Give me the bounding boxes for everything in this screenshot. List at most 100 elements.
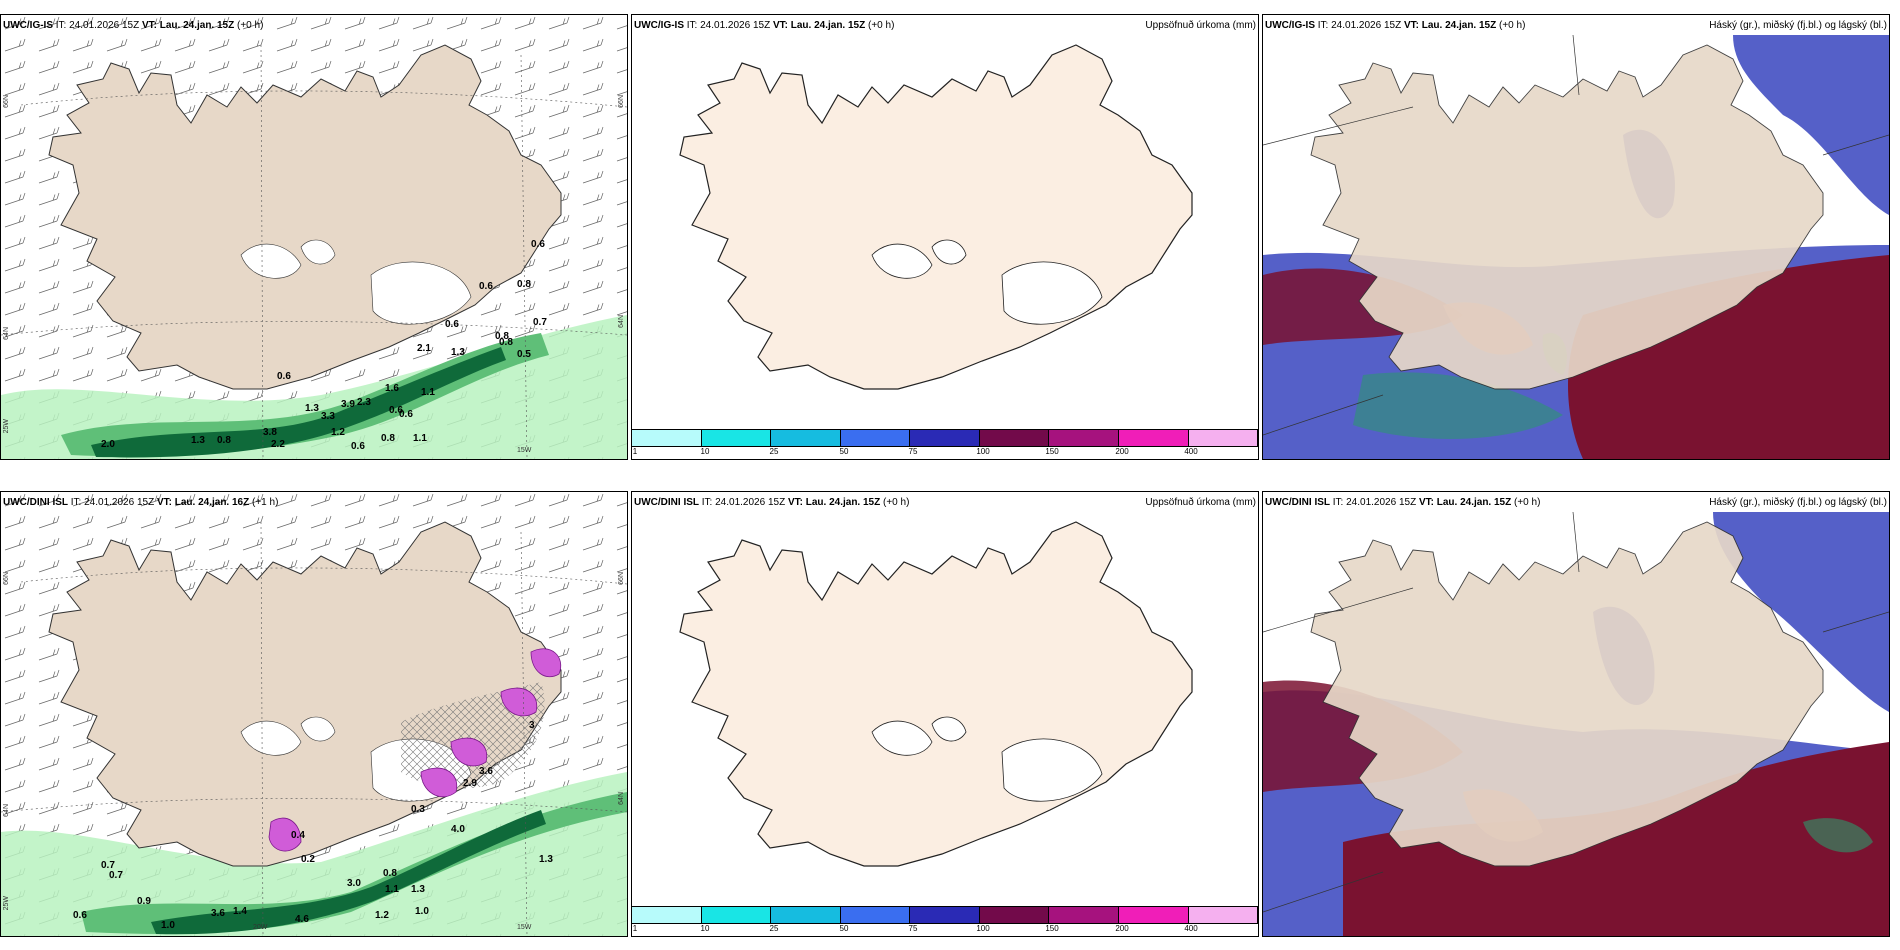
vt-label: VT: (787, 497, 803, 508)
value-label: 3.8 (263, 427, 277, 438)
panel-bottom-middle: UWC/DINI ISL IT: 24.01.2026 15Z VT: Lau.… (631, 491, 1259, 937)
value-label: 4.6 (295, 914, 309, 925)
accumulated-precip-map (679, 521, 1193, 867)
value-label: 0.4 (291, 830, 305, 841)
legend-tick: 100 (976, 924, 990, 933)
legend-tick: 150 (1045, 447, 1059, 456)
model-name: UWC/IG-IS (634, 20, 684, 31)
value-label: 3 (529, 720, 535, 731)
value-label: 1.1 (385, 884, 399, 895)
cloud-cover-map (1263, 492, 1889, 936)
value-label: 0.7 (109, 870, 123, 881)
value-label: 0.6 (445, 319, 459, 330)
it-value: 24.01.2026 15Z (69, 20, 140, 31)
map-title: Uppsöfnuð úrkoma (mm) (1145, 20, 1256, 31)
wind-precip-map: 0.7 0.7 0.9 0.6 1.0 3.6 1.4 4.6 1.2 1.0 … (1, 492, 627, 936)
panel-top-middle: UWC/IG-IS IT: 24.01.2026 15Z VT: Lau. 24… (631, 14, 1259, 460)
value-label: 3.0 (347, 878, 361, 889)
it-label: IT: (55, 20, 67, 31)
value-label: 0.8 (381, 433, 395, 444)
legend-swatch (979, 907, 1050, 923)
legend-tick: 10 (700, 924, 710, 933)
panel-top-left: UWC/IG-IS IT: 24.01.2026 15Z VT: Lau. 24… (0, 14, 628, 460)
value-label: 0.8 (499, 337, 513, 348)
value-label: 1.6 (385, 383, 399, 394)
value-label: 1.3 (411, 884, 425, 895)
lead-time: (+0 h) (1514, 497, 1541, 508)
value-label: 0.6 (277, 371, 291, 382)
value-label: 0.7 (533, 317, 547, 328)
lat-label: 64N (618, 315, 625, 328)
value-label: 1.3 (191, 435, 205, 446)
panel-bottom-left: UWC/DINI ISL IT: 24.01.2026 15Z VT: Lau.… (0, 491, 628, 937)
value-label: 2.1 (417, 343, 431, 354)
legend-swatch (1049, 907, 1119, 923)
vt-value: Lau. 24.jan. 15Z (1421, 20, 1497, 31)
legend-tick: 75 (908, 447, 918, 456)
model-name: UWC/IG-IS (3, 20, 53, 31)
precip-value-labels: 0.7 0.7 0.9 0.6 1.0 3.6 1.4 4.6 1.2 1.0 … (73, 720, 553, 931)
precip-legend: 1 10 25 50 75 100 150 200 400 (632, 429, 1258, 459)
legend-colorbar (632, 906, 1258, 924)
legend-tick: 50 (839, 447, 849, 456)
legend-swatch (771, 430, 841, 446)
legend-ticks: 1 10 25 50 75 100 150 200 400 (632, 924, 1258, 936)
legend-swatch (979, 430, 1050, 446)
value-label: 0.6 (73, 910, 87, 921)
legend-swatch (840, 430, 911, 446)
panel-header: UWC/IG-IS IT: 24.01.2026 15Z VT: Lau. 24… (3, 20, 263, 31)
lead-time: (+1 h) (252, 497, 279, 508)
it-label: IT: (686, 20, 698, 31)
cloud-cover-map (1263, 15, 1889, 459)
lead-time: (+0 h) (883, 497, 910, 508)
wind-precip-map: 0.6 0.6 0.8 2.1 0.6 0.8 0.8 0.7 1.3 0.5 … (1, 15, 627, 459)
lead-time: (+0 h) (237, 20, 264, 31)
value-label: 2.2 (271, 439, 285, 450)
value-label: 1.0 (161, 920, 175, 931)
value-label: 3.3 (321, 411, 335, 422)
legend-tick: 100 (976, 447, 990, 456)
it-label: IT: (70, 497, 82, 508)
precip-value-labels: 0.6 0.6 0.8 2.1 0.6 0.8 0.8 0.7 1.3 0.5 … (101, 239, 547, 452)
legend-swatch (1049, 430, 1119, 446)
value-label: 0.6 (479, 281, 493, 292)
vt-label: VT: (772, 20, 788, 31)
value-label: 0.9 (137, 896, 151, 907)
lat-label: 66N (618, 572, 625, 585)
value-label: 2.0 (101, 439, 115, 450)
it-value: 24.01.2026 15Z (84, 497, 155, 508)
lat-label: 66N (3, 572, 10, 585)
lat-label: 25W (3, 419, 10, 434)
map-title: Háský (gr.), miðský (fj.bl.) og lágský (… (1709, 497, 1887, 508)
vt-value: Lau. 24.jan. 16Z (174, 497, 250, 508)
legend-swatch (910, 430, 980, 446)
value-label: 1.1 (413, 433, 427, 444)
lat-label: 64N (3, 327, 10, 340)
it-label: IT: (701, 497, 713, 508)
model-name: UWC/DINI ISL (634, 497, 699, 508)
lat-label: 64N (618, 792, 625, 805)
model-name: UWC/IG-IS (1265, 20, 1315, 31)
legend-swatch (1118, 907, 1189, 923)
value-label: 0.8 (517, 279, 531, 290)
it-label: IT: (1317, 20, 1329, 31)
value-label: 0.6 (399, 409, 413, 420)
legend-tick: 200 (1115, 924, 1129, 933)
it-value: 24.01.2026 15Z (700, 20, 771, 31)
lat-label: 66N (3, 95, 10, 108)
legend-tick: 400 (1184, 447, 1198, 456)
legend-swatch (632, 907, 702, 923)
value-label: 0.7 (101, 860, 115, 871)
lon-label: 15W (517, 924, 532, 931)
value-label: 0.6 (351, 441, 365, 452)
legend-colorbar (632, 429, 1258, 447)
legend-tick: 150 (1045, 924, 1059, 933)
model-name: UWC/DINI ISL (1265, 497, 1330, 508)
precip-legend: 1 10 25 50 75 100 150 200 400 (632, 906, 1258, 936)
legend-swatch (1188, 907, 1258, 923)
legend-swatch (910, 907, 980, 923)
vt-value: Lau. 24.jan. 15Z (159, 20, 235, 31)
legend-swatch (701, 430, 772, 446)
vt-value: Lau. 24.jan. 15Z (805, 497, 881, 508)
legend-tick: 50 (839, 924, 849, 933)
